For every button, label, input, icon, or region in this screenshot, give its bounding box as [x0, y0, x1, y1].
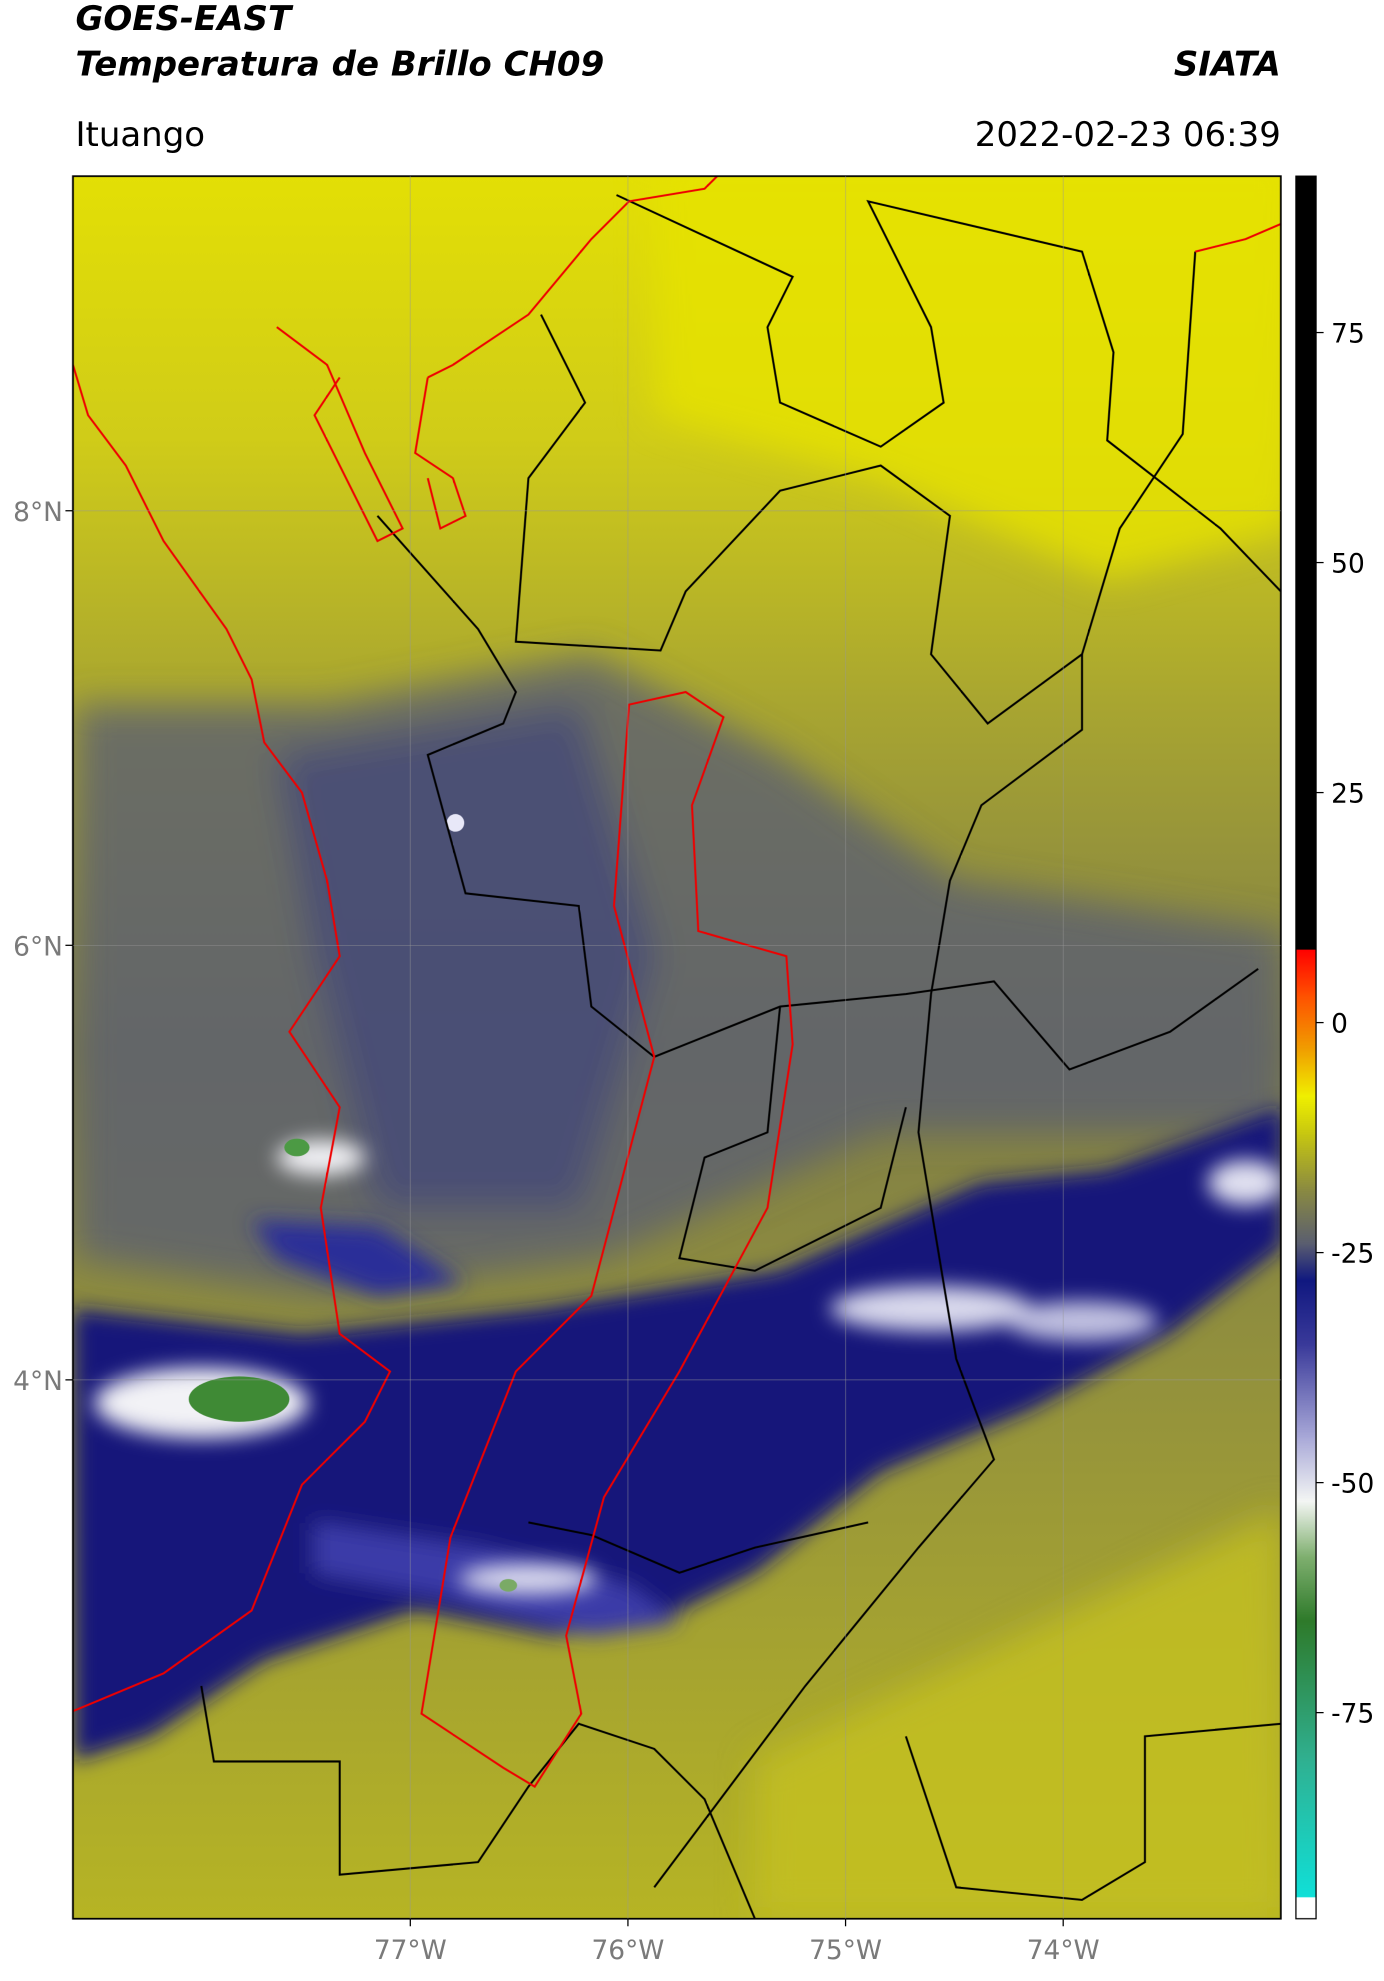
subtitle: Temperatura de Brillo CH09: [75, 44, 604, 84]
colorbar-segment: [1295, 1280, 1317, 1346]
colorbar-segment: [1295, 1556, 1317, 1622]
colorbar-label: 25: [1331, 779, 1365, 810]
lat-label: 4°N: [13, 1366, 63, 1397]
title: GOES-EAST: [75, 0, 293, 39]
colorbar-segment: [1295, 1896, 1317, 1920]
colorbar-segment: [1295, 1096, 1317, 1134]
colorbar-label: 75: [1331, 319, 1365, 350]
colorbar-segment: [1295, 1436, 1317, 1502]
colorbar-label: -50: [1331, 1469, 1374, 1500]
location: Ituango: [75, 115, 205, 155]
colorbar-segment: [1295, 994, 1317, 1051]
colorbar-segment: [1295, 1344, 1317, 1438]
colorbar-label: -25: [1331, 1239, 1374, 1270]
lon-label: 75°W: [809, 1935, 882, 1966]
colorbar-segment: [1295, 1243, 1317, 1281]
colorbar-segment: [1295, 1050, 1317, 1097]
lon-label: 77°W: [374, 1935, 447, 1966]
colorbar-segment: [1295, 1758, 1317, 1898]
colorbar-segment: [1295, 176, 1317, 950]
colorbar-frame: [1295, 175, 1317, 1920]
lat-label: 6°N: [13, 931, 63, 962]
colorbar-segment: [1295, 948, 1317, 996]
colorbar-segment: [1295, 1132, 1317, 1189]
colorbar: [1295, 176, 1317, 1920]
colorbar-segment: [1295, 1620, 1317, 1760]
colorbar-label: -75: [1331, 1699, 1374, 1730]
colorbar-segment: [1295, 1501, 1317, 1557]
map-image: [72, 176, 1281, 1919]
map-frame: [72, 175, 1282, 1920]
timestamp: 2022-02-23 06:39: [975, 115, 1281, 155]
lon-label: 76°W: [591, 1935, 664, 1966]
lon-label: 74°W: [1027, 1935, 1100, 1966]
colorbar-segment: [1295, 1188, 1317, 1245]
colorbar-label: 50: [1331, 549, 1365, 580]
lat-label: 8°N: [13, 497, 63, 528]
organization: SIATA: [1174, 44, 1281, 84]
colorbar-label: 0: [1331, 1009, 1348, 1040]
